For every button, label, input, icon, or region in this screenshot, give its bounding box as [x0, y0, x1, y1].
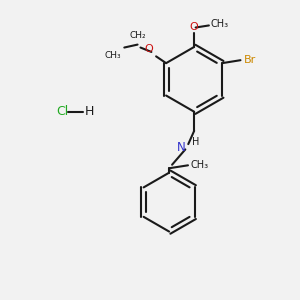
Text: Br: Br — [243, 55, 256, 65]
Text: CH₂: CH₂ — [129, 32, 146, 40]
Text: CH₃: CH₃ — [104, 51, 121, 60]
Text: O: O — [190, 22, 199, 32]
Text: CH₃: CH₃ — [191, 160, 209, 170]
Text: O: O — [144, 44, 153, 54]
Text: H: H — [191, 137, 199, 147]
Text: H: H — [85, 105, 94, 118]
Text: Cl: Cl — [56, 105, 68, 118]
Text: N: N — [177, 141, 185, 154]
Text: CH₃: CH₃ — [211, 19, 229, 29]
